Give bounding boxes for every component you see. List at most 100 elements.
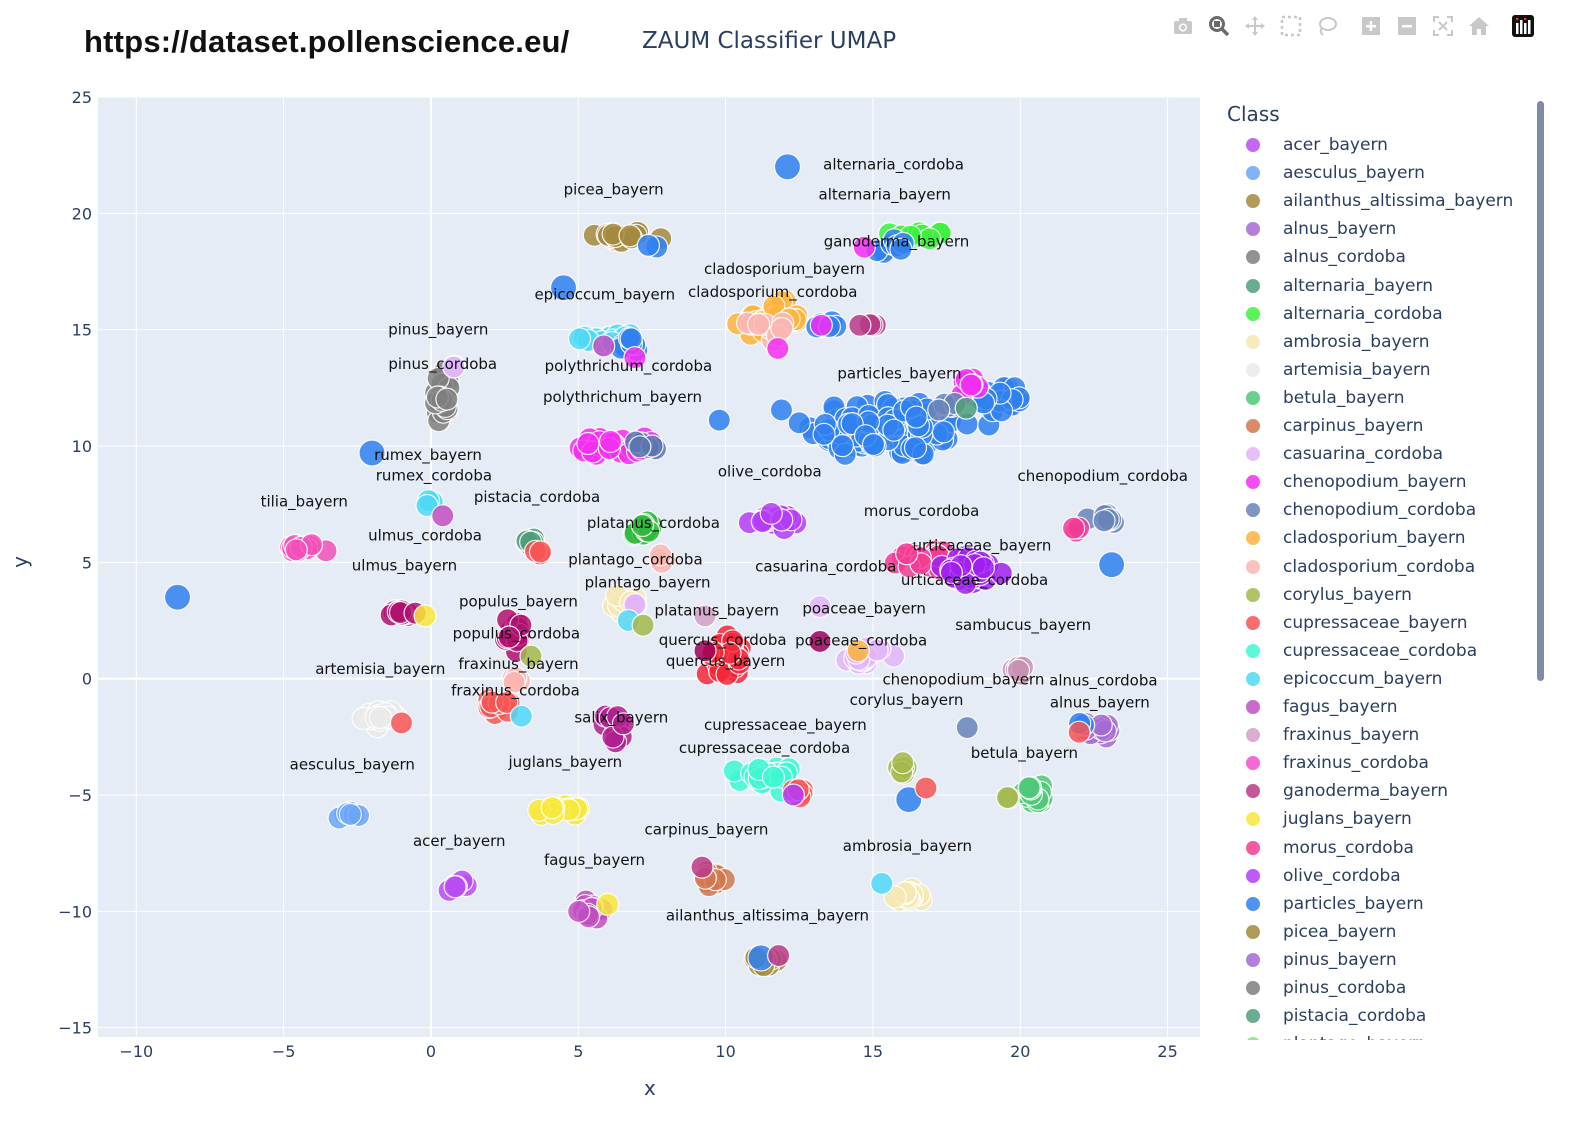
legend-item[interactable]: pistacia_cordoba [1215,1002,1426,1030]
point[interactable] [636,233,660,257]
lasso-select-button[interactable] [1309,12,1345,40]
point[interactable] [389,711,414,735]
point[interactable] [611,712,635,736]
legend-item[interactable]: cupressaceae_cordoba [1215,637,1477,665]
legend-item[interactable]: plantago_bayern [1215,1030,1426,1040]
legend-item[interactable]: picea_bayern [1215,918,1396,946]
legend-item[interactable]: chenopodium_bayern [1215,468,1467,496]
plotly-logo-button[interactable] [1505,12,1541,40]
legend-item[interactable]: chenopodium_cordoba [1215,496,1476,524]
point[interactable] [338,802,362,827]
point[interactable] [435,387,459,411]
legend-item[interactable]: casuarina_cordoba [1215,440,1443,468]
point[interactable] [895,542,919,566]
point[interactable] [442,355,466,379]
point[interactable] [509,704,533,728]
point[interactable] [618,224,642,248]
point[interactable] [1092,509,1116,533]
legend-item[interactable]: morus_cordoba [1215,834,1414,862]
legend-item[interactable]: olive_cordoba [1215,862,1401,890]
legend-item[interactable]: pinus_cordoba [1215,974,1406,1002]
point[interactable] [995,785,1020,810]
point[interactable] [882,418,906,442]
point[interactable] [576,431,600,456]
legend-item[interactable]: epicoccum_bayern [1215,665,1442,693]
pan-button[interactable] [1237,12,1273,40]
legend-item[interactable]: particles_bayern [1215,890,1424,918]
point[interactable] [431,504,455,528]
legend-item[interactable]: ganoderma_bayern [1215,777,1448,805]
point[interactable] [358,439,386,467]
legend-item[interactable]: alnus_bayern [1215,215,1396,243]
point[interactable] [773,153,802,181]
legend-item[interactable]: alnus_cordoba [1215,243,1406,271]
point[interactable] [648,543,673,567]
zoom-out-button[interactable] [1389,12,1425,40]
point[interactable] [549,274,578,302]
legend-item[interactable]: acer_bayern [1215,131,1388,159]
autoscale-button[interactable] [1425,12,1461,40]
point[interactable] [540,796,564,820]
point[interactable] [846,639,870,663]
point[interactable] [870,871,894,896]
point[interactable] [413,604,437,628]
point[interactable] [443,875,467,899]
point[interactable] [567,327,592,351]
point[interactable] [630,513,655,538]
point[interactable] [808,594,832,619]
point[interactable] [761,765,786,789]
point[interactable] [759,501,783,525]
point[interactable] [903,436,928,460]
point[interactable] [767,943,791,968]
point[interactable] [598,429,623,454]
point[interactable] [770,316,794,341]
legend-item[interactable]: cupressaceae_bayern [1215,609,1468,637]
zoom-in-button[interactable] [1353,12,1389,40]
point[interactable] [954,396,978,420]
point[interactable] [690,855,714,879]
legend-item[interactable]: artemisia_bayern [1215,356,1431,384]
point[interactable] [628,435,652,459]
point[interactable] [623,346,647,370]
legend-item[interactable]: betula_bayern [1215,384,1405,412]
point[interactable] [955,715,979,740]
point[interactable] [368,705,392,730]
point[interactable] [163,583,192,611]
point[interactable] [852,235,876,259]
point[interactable] [1061,516,1086,540]
point[interactable] [861,432,886,457]
legend-item[interactable]: cladosporium_bayern [1215,524,1465,552]
point[interactable] [787,411,811,435]
point[interactable] [1017,776,1041,800]
point[interactable] [693,639,717,663]
point[interactable] [781,783,805,807]
legend-item[interactable]: ambrosia_bayern [1215,328,1429,356]
point[interactable] [766,336,790,361]
legend-item[interactable]: juglans_bayern [1215,805,1412,833]
point[interactable] [889,237,913,261]
legend-item[interactable]: ailanthus_altissima_bayern [1215,187,1513,215]
point[interactable] [914,776,938,800]
camera-button[interactable] [1165,12,1201,40]
point[interactable] [848,313,872,337]
legend-item[interactable]: pinus_bayern [1215,946,1397,974]
point[interactable] [747,312,771,336]
legend-item[interactable]: fagus_bayern [1215,693,1398,721]
reset-axes-button[interactable] [1461,12,1497,40]
point[interactable] [1067,720,1091,744]
point[interactable] [497,625,521,649]
point[interactable] [596,892,620,916]
point[interactable] [1098,551,1126,579]
point[interactable] [927,398,951,422]
point[interactable] [619,327,643,351]
point[interactable] [519,644,543,668]
point[interactable] [1006,658,1031,682]
legend-item[interactable]: fraxinus_cordoba [1215,749,1429,777]
point[interactable] [631,613,655,637]
point[interactable] [959,373,983,397]
point[interactable] [904,405,928,429]
zoom-button[interactable] [1201,12,1237,40]
point[interactable] [528,540,553,564]
legend-item[interactable]: alternaria_bayern [1215,272,1433,300]
